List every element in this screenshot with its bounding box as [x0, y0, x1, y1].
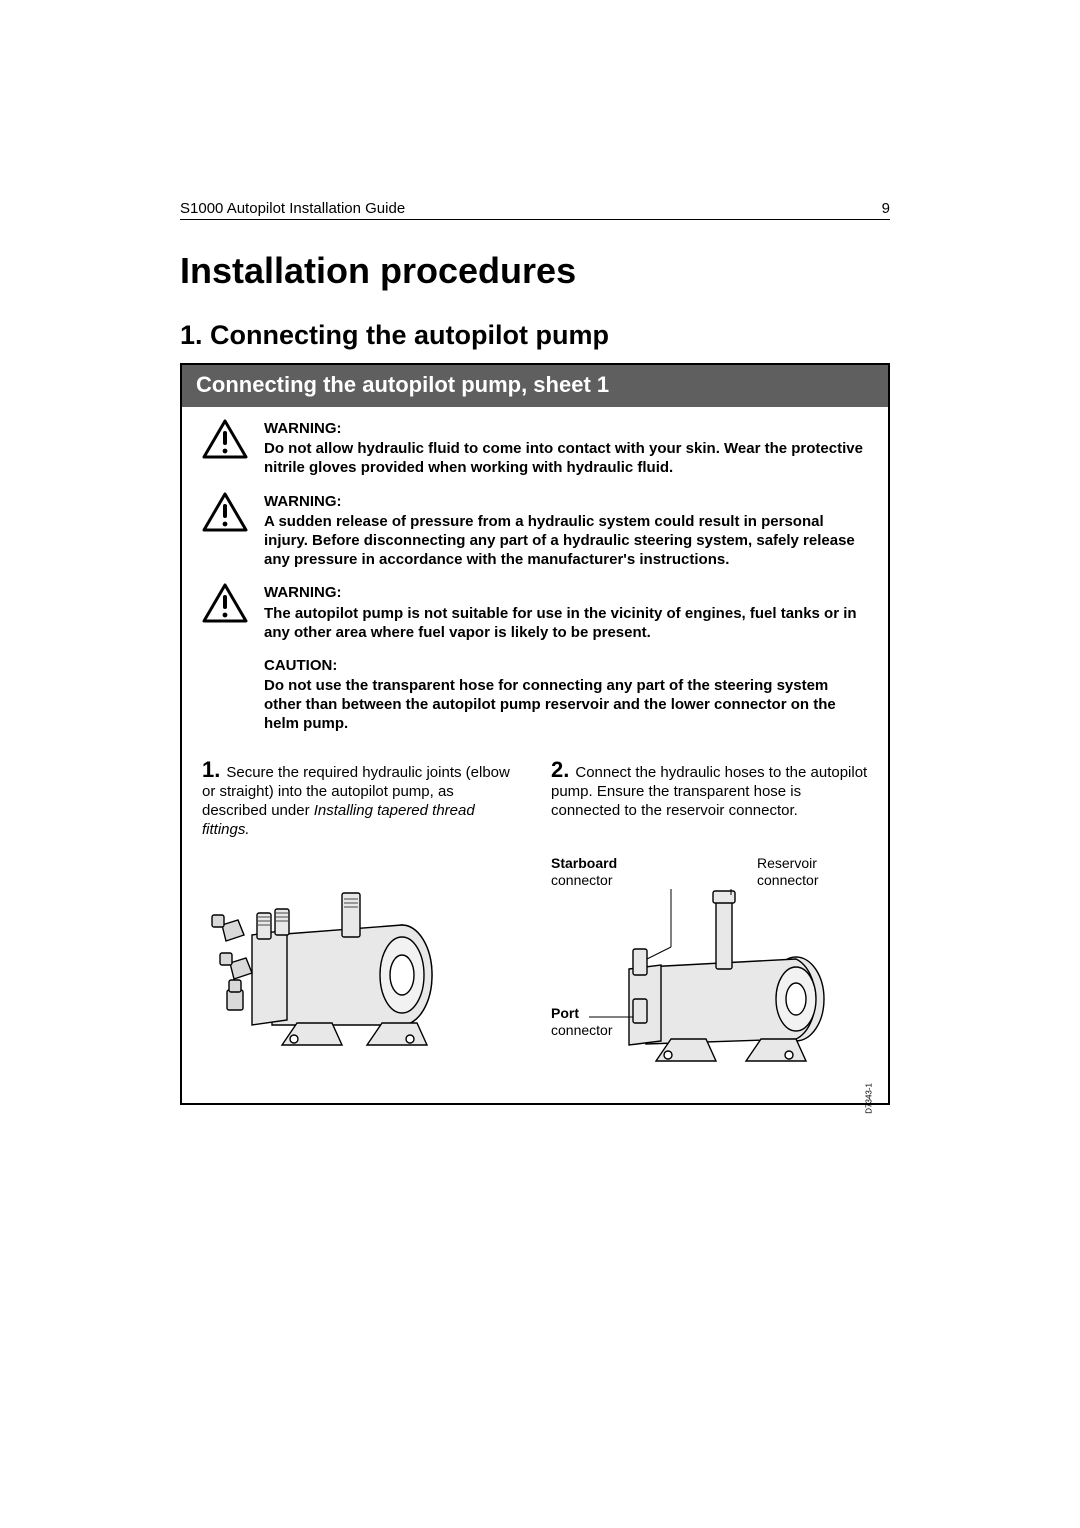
caution-body: Do not use the transparent hose for conn…	[264, 677, 836, 732]
warning-body: A sudden release of pressure from a hydr…	[264, 513, 855, 568]
warning-title: WARNING:	[264, 583, 868, 602]
header-title: S1000 Autopilot Installation Guide	[180, 200, 405, 217]
port-label: Port connector	[551, 1005, 612, 1039]
card-header: Connecting the autopilot pump, sheet 1	[182, 365, 888, 407]
figure-1	[202, 855, 519, 1085]
warning-block: WARNING: Do not allow hydraulic fluid to…	[202, 419, 868, 478]
reservoir-rest: connector	[757, 872, 818, 888]
pump-connectors-diagram	[551, 889, 868, 1079]
step-1: 1.Secure the required hydraulic joints (…	[202, 756, 519, 840]
page-header: S1000 Autopilot Installation Guide 9	[180, 200, 890, 220]
step-body-plain: Connect the hydraulic hoses to the autop…	[551, 764, 867, 819]
main-title: Installation procedures	[180, 250, 890, 292]
step-number: 1.	[202, 756, 220, 784]
port-rest: connector	[551, 1022, 612, 1038]
warning-title: WARNING:	[264, 419, 868, 438]
warning-block: WARNING: A sudden release of pressure fr…	[202, 492, 868, 570]
starboard-bold: Starboard	[551, 855, 617, 871]
figure-2: Starboard connector Reservoir connector …	[551, 855, 868, 1085]
warning-icon	[202, 419, 248, 459]
warning-text: WARNING: A sudden release of pressure fr…	[264, 492, 868, 570]
starboard-label: Starboard connector	[551, 855, 617, 889]
caution-title: CAUTION:	[264, 656, 868, 675]
reservoir-bold: Reservoir	[757, 855, 817, 871]
step-body: Connect the hydraulic hoses to the autop…	[551, 764, 867, 819]
warning-icon	[202, 492, 248, 532]
page: S1000 Autopilot Installation Guide 9 Ins…	[0, 0, 1080, 1105]
warning-text: WARNING: The autopilot pump is not suita…	[264, 583, 868, 642]
warning-body: Do not allow hydraulic fluid to come int…	[264, 440, 863, 476]
steps-row: 1.Secure the required hydraulic joints (…	[202, 756, 868, 840]
starboard-rest: connector	[551, 872, 612, 888]
step-body: Secure the required hydraulic joints (el…	[202, 764, 510, 838]
caution-block: CAUTION: Do not use the transparent hose…	[264, 656, 868, 734]
reservoir-label: Reservoir connector	[757, 855, 818, 889]
step-number: 2.	[551, 756, 569, 784]
port-bold: Port	[551, 1005, 579, 1021]
pump-fittings-diagram	[202, 855, 519, 1075]
diagram-reference: D7343-1	[865, 1083, 874, 1114]
warning-body: The autopilot pump is not suitable for u…	[264, 605, 857, 641]
section-title: 1. Connecting the autopilot pump	[180, 320, 890, 351]
caution-text: CAUTION: Do not use the transparent hose…	[264, 656, 868, 734]
instruction-card: Connecting the autopilot pump, sheet 1 W…	[180, 363, 890, 1105]
warning-icon	[202, 583, 248, 623]
step-2: 2.Connect the hydraulic hoses to the aut…	[551, 756, 868, 840]
card-body: WARNING: Do not allow hydraulic fluid to…	[182, 407, 888, 1103]
page-number: 9	[882, 200, 890, 217]
figures-row: Starboard connector Reservoir connector …	[202, 855, 868, 1085]
warning-block: WARNING: The autopilot pump is not suita…	[202, 583, 868, 642]
warning-text: WARNING: Do not allow hydraulic fluid to…	[264, 419, 868, 478]
warning-title: WARNING:	[264, 492, 868, 511]
